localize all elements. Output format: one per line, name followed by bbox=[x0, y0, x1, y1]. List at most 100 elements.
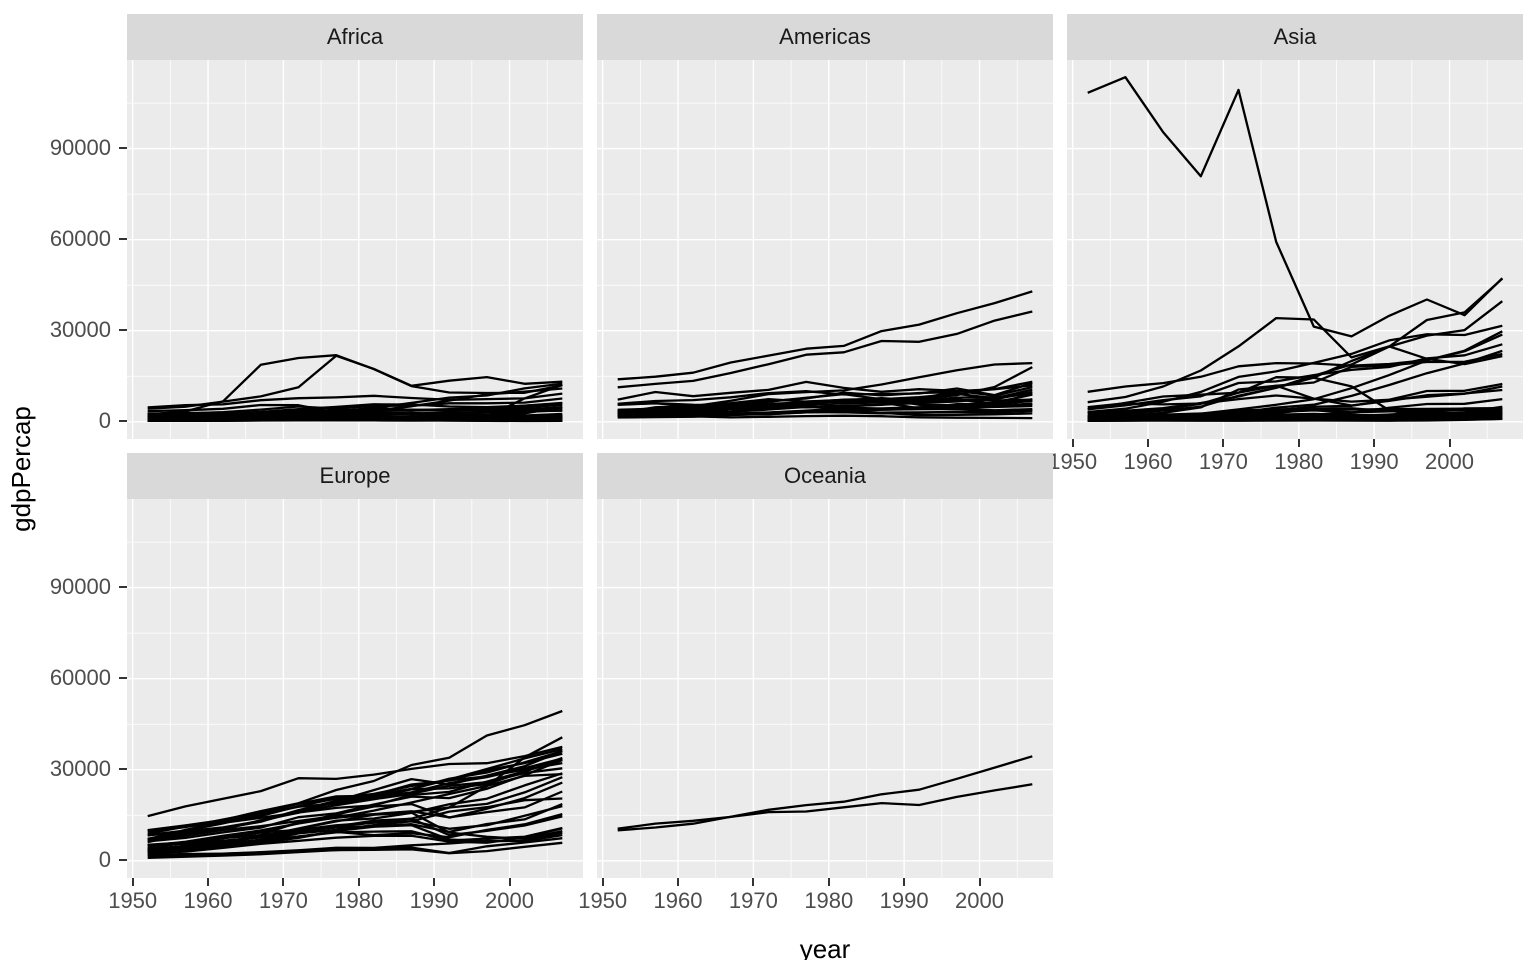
x-tick-mark bbox=[1373, 438, 1376, 447]
line-united-kingdom bbox=[147, 758, 563, 832]
x-tick-label: 1980 bbox=[334, 887, 384, 913]
panel-background bbox=[597, 498, 1053, 878]
x-tick-mark bbox=[282, 877, 285, 886]
facet-panel-americas bbox=[597, 59, 1053, 439]
line-australia bbox=[617, 754, 1033, 831]
line-spain bbox=[147, 771, 563, 850]
y-tick-label: 0 bbox=[98, 408, 111, 434]
x-tick-mark bbox=[978, 877, 981, 886]
facet-panel-europe bbox=[127, 498, 583, 878]
x-tick-label: 1950 bbox=[578, 887, 628, 913]
panel-background bbox=[1067, 59, 1523, 439]
facet-panel-africa bbox=[127, 59, 583, 439]
x-tick-mark bbox=[752, 877, 755, 886]
y-tick-label: 0 bbox=[98, 847, 111, 873]
line-nicaragua bbox=[617, 403, 1033, 416]
y-tick-mark bbox=[119, 238, 127, 241]
x-tick-label: 1990 bbox=[1349, 448, 1399, 474]
y-tick-mark bbox=[119, 329, 127, 332]
line-oman bbox=[1087, 352, 1503, 417]
x-tick-label: 2000 bbox=[485, 887, 534, 913]
facet-strip-oceania: Oceania bbox=[597, 453, 1053, 499]
y-tick-mark bbox=[119, 586, 127, 589]
y-tick-mark bbox=[119, 147, 127, 150]
line-west-bank-and-gaza bbox=[1087, 407, 1503, 418]
line-japan bbox=[1087, 324, 1503, 413]
x-tick-mark bbox=[677, 877, 679, 886]
line-venezuela bbox=[617, 380, 1033, 401]
x-tick-label: 1970 bbox=[728, 887, 778, 913]
facet-strip-americas: Americas bbox=[597, 14, 1053, 60]
x-tick-label: 1960 bbox=[653, 887, 703, 913]
facet-label: Americas bbox=[779, 23, 871, 49]
facet-label: Europe bbox=[319, 462, 391, 488]
y-tick-label: 90000 bbox=[49, 574, 111, 600]
x-tick-label: 1990 bbox=[879, 887, 929, 913]
x-axis-title: year bbox=[799, 934, 851, 960]
line-italy bbox=[147, 772, 563, 847]
x-tick-mark bbox=[1297, 438, 1300, 447]
x-tick-label: 1950 bbox=[1048, 448, 1098, 474]
y-tick-label: 60000 bbox=[49, 665, 111, 691]
facet-label: Africa bbox=[326, 23, 384, 49]
facet-panel-asia bbox=[1067, 59, 1523, 439]
y-tick-label: 60000 bbox=[49, 226, 111, 252]
x-tick-mark bbox=[357, 877, 360, 886]
panel-background bbox=[127, 59, 583, 439]
line-yemen-rep bbox=[1087, 413, 1503, 421]
line-new-zealand bbox=[617, 782, 1033, 830]
line-uruguay bbox=[617, 387, 1033, 406]
line-iran bbox=[1087, 384, 1503, 414]
x-tick-mark bbox=[827, 877, 830, 886]
x-tick-label: 1960 bbox=[1123, 448, 1173, 474]
line-turkey bbox=[147, 833, 563, 856]
line-reunion bbox=[147, 396, 563, 415]
x-tick-label: 1980 bbox=[804, 887, 854, 913]
x-tick-label: 1970 bbox=[1198, 448, 1248, 474]
line-kuwait bbox=[1087, 75, 1504, 338]
y-tick-label: 30000 bbox=[49, 317, 111, 343]
line-norway bbox=[147, 709, 563, 831]
x-tick-mark bbox=[1147, 438, 1149, 447]
line-argentina bbox=[617, 381, 1033, 405]
line-serbia bbox=[147, 810, 563, 851]
x-tick-mark bbox=[508, 877, 511, 886]
line-finland bbox=[147, 758, 563, 842]
x-tick-mark bbox=[903, 877, 906, 886]
y-tick-label: 30000 bbox=[49, 756, 111, 782]
x-tick-label: 1980 bbox=[1274, 448, 1324, 474]
x-tick-label: 1970 bbox=[258, 887, 308, 913]
line-singapore bbox=[1087, 277, 1504, 416]
line-switzerland bbox=[147, 745, 563, 817]
x-tick-label: 2000 bbox=[955, 887, 1004, 913]
facet-panel-oceania bbox=[597, 498, 1053, 878]
x-tick-mark bbox=[1448, 438, 1451, 447]
y-tick-mark bbox=[119, 677, 127, 680]
facet-strip-europe: Europe bbox=[127, 453, 583, 499]
x-tick-mark bbox=[207, 877, 209, 886]
line-bosnia-and-herzegovina bbox=[147, 836, 563, 859]
facet-strip-asia: Asia bbox=[1067, 14, 1523, 60]
x-tick-mark bbox=[601, 877, 604, 886]
facet-strip-africa: Africa bbox=[127, 14, 583, 60]
y-tick-label: 90000 bbox=[49, 135, 111, 161]
x-tick-label: 1950 bbox=[108, 887, 158, 913]
line-zimbabwe bbox=[147, 417, 563, 422]
facet-label: Asia bbox=[1273, 23, 1317, 49]
x-tick-mark bbox=[131, 877, 134, 886]
line-lebanon bbox=[1087, 388, 1503, 408]
facet-label: Oceania bbox=[784, 462, 866, 488]
y-tick-mark bbox=[119, 420, 127, 423]
y-tick-mark bbox=[119, 768, 127, 771]
line-united-states bbox=[617, 289, 1033, 380]
line-south-africa bbox=[147, 391, 563, 409]
x-tick-mark bbox=[1071, 438, 1074, 447]
x-tick-label: 2000 bbox=[1425, 448, 1474, 474]
x-tick-label: 1960 bbox=[183, 887, 233, 913]
line-paraguay bbox=[617, 407, 1033, 417]
x-tick-mark bbox=[1222, 438, 1225, 447]
x-tick-label: 1990 bbox=[409, 887, 459, 913]
y-tick-mark bbox=[119, 859, 127, 862]
line-canada bbox=[617, 309, 1033, 388]
